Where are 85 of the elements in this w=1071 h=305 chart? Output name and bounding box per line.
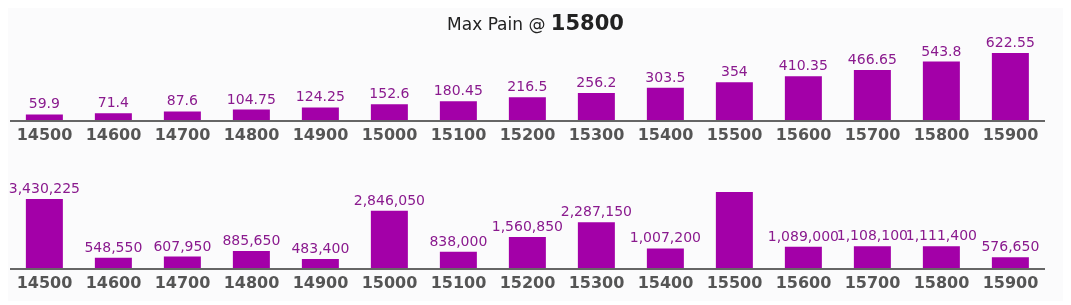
data-label: 466.65 <box>847 51 897 67</box>
data-label: 885,650 <box>222 231 281 248</box>
x-tick-label: 14600 <box>85 273 142 293</box>
bar <box>163 111 201 121</box>
bar <box>232 250 270 269</box>
data-label: 607,950 <box>153 237 212 254</box>
x-tick-label: 14800 <box>223 125 280 145</box>
data-label: 2,846,050 <box>353 191 425 208</box>
bar <box>577 222 615 269</box>
data-label: 124.25 <box>295 88 345 105</box>
bar <box>508 97 546 121</box>
x-tick-label: 15800 <box>913 273 970 293</box>
bar <box>784 246 822 269</box>
data-label: 483,400 <box>291 240 350 257</box>
data-label: 303.5 <box>645 68 686 85</box>
x-tick-label: 15200 <box>499 273 556 293</box>
bar <box>508 237 546 269</box>
data-label: 59.9 <box>28 95 60 112</box>
x-tick-label: 15900 <box>982 125 1039 145</box>
bar <box>991 257 1029 269</box>
data-label: 1,007,200 <box>629 229 701 246</box>
data-label: 2,287,150 <box>560 203 632 220</box>
x-tick-label: 15400 <box>637 125 694 145</box>
bar <box>922 61 960 121</box>
data-label: 87.6 <box>166 92 199 109</box>
x-tick-label: 15400 <box>637 273 694 293</box>
bar <box>439 101 477 121</box>
bar <box>25 198 63 269</box>
bar <box>577 93 615 121</box>
x-tick-label: 15200 <box>499 125 556 145</box>
x-tick-label: 15900 <box>982 273 1039 293</box>
data-label: 152.6 <box>369 85 410 102</box>
bar <box>301 107 339 121</box>
data-label: 543.8 <box>921 42 962 59</box>
bar <box>991 52 1029 121</box>
x-tick-label: 14900 <box>292 273 349 293</box>
data-label: 622.55 <box>985 33 1035 50</box>
data-label: 576,650 <box>981 238 1040 255</box>
x-tick-label: 14700 <box>154 125 211 145</box>
bar <box>784 76 822 121</box>
data-label: 410.35 <box>778 57 828 74</box>
x-tick-label: 15100 <box>430 125 487 145</box>
x-tick-label: 15600 <box>775 273 832 293</box>
data-label: 3,430,225 <box>8 179 80 196</box>
bar <box>94 113 132 121</box>
bar <box>25 114 63 121</box>
data-label: 216.5 <box>507 78 548 95</box>
bar <box>370 210 408 269</box>
x-tick-label: 14800 <box>223 273 280 293</box>
bar <box>715 191 753 269</box>
data-label: 838,000 <box>429 232 488 249</box>
x-tick-label: 15600 <box>775 125 832 145</box>
bar <box>853 246 891 269</box>
x-tick-label: 14700 <box>154 273 211 293</box>
data-label: 71.4 <box>97 94 130 111</box>
data-label: 180.45 <box>433 82 483 99</box>
x-tick-label: 15700 <box>844 273 901 293</box>
bar <box>439 251 477 269</box>
x-tick-label: 15500 <box>706 273 763 293</box>
bar <box>646 248 684 269</box>
x-tick-label: 15500 <box>706 125 763 145</box>
data-label: 1,089,000 <box>767 227 839 244</box>
data-label: 548,550 <box>84 238 143 255</box>
data-label: 1,560,850 <box>491 218 563 235</box>
x-tick-label: 15800 <box>913 125 970 145</box>
data-label: 104.75 <box>226 90 276 107</box>
bar <box>646 87 684 121</box>
data-label: 256.2 <box>576 74 617 90</box>
data-label: 354 <box>721 63 748 80</box>
x-tick-label: 14500 <box>16 273 73 293</box>
chart-title: Max Pain @ 15800 <box>447 11 624 35</box>
bar <box>715 82 753 121</box>
bar <box>922 246 960 269</box>
x-tick-label: 15000 <box>361 273 418 293</box>
bar <box>301 259 339 269</box>
bar <box>853 70 891 121</box>
x-tick-label: 14600 <box>85 125 142 145</box>
x-tick-label: 14500 <box>16 125 73 145</box>
x-tick-label: 15100 <box>430 273 487 293</box>
x-tick-label: 15000 <box>361 125 418 145</box>
x-tick-label: 15700 <box>844 125 901 145</box>
x-tick-label: 14900 <box>292 125 349 145</box>
bar <box>370 104 408 121</box>
x-tick-label: 15300 <box>568 273 625 293</box>
x-tick-label: 15300 <box>568 125 625 145</box>
